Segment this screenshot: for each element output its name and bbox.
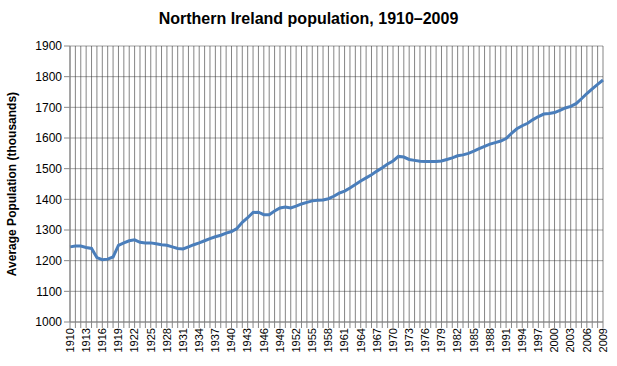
svg-text:1997: 1997: [532, 328, 544, 352]
svg-text:1985: 1985: [468, 328, 480, 352]
svg-text:1913: 1913: [80, 328, 92, 352]
svg-text:1961: 1961: [338, 328, 350, 352]
svg-text:Average Population (thousands): Average Population (thousands): [8, 92, 19, 276]
svg-text:2006: 2006: [581, 328, 593, 352]
svg-text:1300: 1300: [35, 223, 62, 237]
svg-text:1000: 1000: [35, 315, 62, 329]
svg-text:1967: 1967: [371, 328, 383, 352]
svg-text:1900: 1900: [35, 39, 62, 53]
svg-text:1946: 1946: [258, 328, 270, 352]
svg-text:1943: 1943: [241, 328, 253, 352]
svg-text:1100: 1100: [36, 285, 62, 299]
svg-text:1934: 1934: [193, 328, 205, 352]
svg-text:1800: 1800: [35, 70, 62, 84]
svg-text:1970: 1970: [387, 328, 399, 352]
svg-text:1964: 1964: [355, 328, 367, 352]
html-text:Northern Ireland population, 1: Northern Ireland population, 1910–2009: [158, 10, 459, 27]
svg-text:1982: 1982: [451, 328, 463, 352]
svg-text:1937: 1937: [209, 328, 221, 352]
svg-text:1928: 1928: [161, 328, 173, 352]
svg-text:1952: 1952: [290, 328, 302, 352]
svg-text:1979: 1979: [435, 328, 447, 352]
svg-text:1916: 1916: [96, 328, 108, 352]
svg-text:1200: 1200: [35, 254, 62, 268]
svg-text:1973: 1973: [403, 328, 415, 352]
svg-text:1976: 1976: [419, 328, 431, 352]
svg-text:1925: 1925: [145, 328, 157, 352]
svg-text:1500: 1500: [35, 162, 62, 176]
svg-text:1991: 1991: [500, 328, 512, 352]
svg-text:1994: 1994: [516, 328, 528, 352]
svg-text:1988: 1988: [484, 328, 496, 352]
svg-text:1931: 1931: [177, 328, 189, 352]
svg-text:2003: 2003: [565, 328, 577, 352]
svg-text:2009: 2009: [597, 328, 609, 352]
svg-text:1600: 1600: [35, 131, 62, 145]
svg-text:1700: 1700: [35, 101, 62, 115]
svg-text:1958: 1958: [322, 328, 334, 352]
svg-text:1949: 1949: [274, 328, 286, 352]
svg-text:1940: 1940: [225, 328, 237, 352]
svg-text:2000: 2000: [548, 328, 560, 352]
svg-text:1922: 1922: [128, 328, 140, 352]
svg-text:1910: 1910: [64, 328, 76, 352]
svg-text:1400: 1400: [35, 193, 62, 207]
svg-text:1919: 1919: [112, 328, 124, 352]
svg-text:1955: 1955: [306, 328, 318, 352]
